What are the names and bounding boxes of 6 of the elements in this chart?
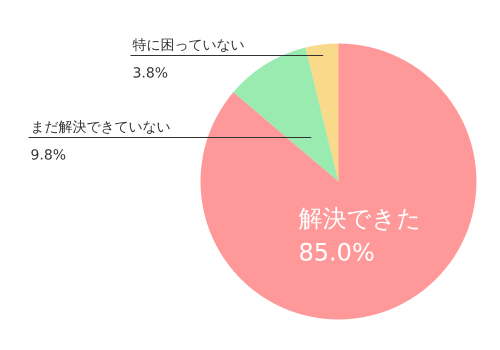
slice-label: 解決できた bbox=[298, 204, 422, 232]
slice-label: 特に困っていない bbox=[132, 38, 244, 54]
data-label: 3.8% bbox=[132, 66, 168, 82]
data-label: 9.8% bbox=[30, 148, 66, 164]
slice-label: まだ解決できていない bbox=[30, 120, 170, 136]
data-label: 85.0% bbox=[298, 238, 375, 266]
